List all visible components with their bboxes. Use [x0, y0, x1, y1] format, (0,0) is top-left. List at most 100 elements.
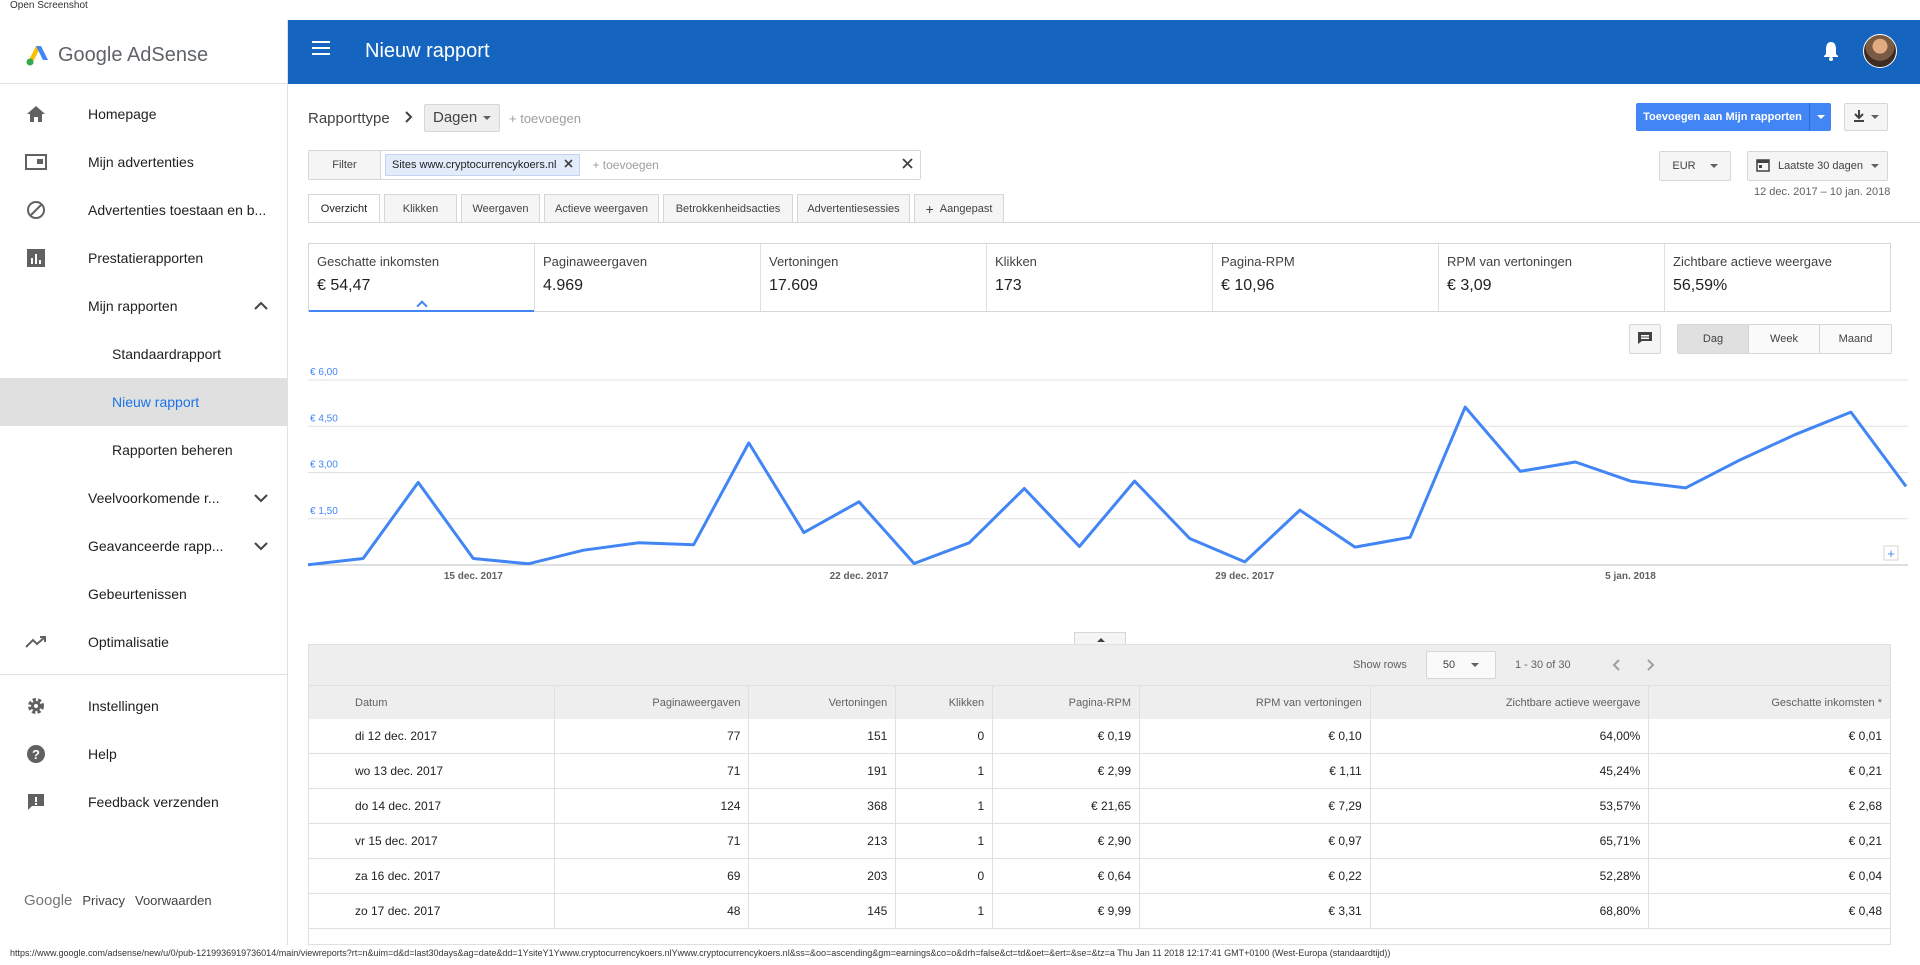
prev-page-icon[interactable]	[1602, 653, 1630, 677]
tab-advertentiesessies[interactable]: Advertentiesessies	[797, 194, 910, 222]
column-header-page-rpm[interactable]: Pagina-RPM	[993, 686, 1140, 719]
column-header-active-view-viewable[interactable]: Zichtbare actieve weergave	[1371, 686, 1650, 719]
sidebar-item-label: Mijn rapporten	[88, 298, 178, 314]
table-row: wo 13 dec. 2017 71 191 1 € 2,99 € 1,11 45,24% €…	[309, 754, 1890, 789]
cell-earnings: € 0,21	[1848, 834, 1883, 848]
cell-impression-rpm: € 1,11	[1140, 754, 1371, 788]
metric-card[interactable]: RPM van vertoningen € 3,09	[1439, 244, 1665, 311]
download-button[interactable]	[1844, 103, 1888, 131]
sidebar-item-performance-reports[interactable]: Prestatierapporten	[0, 234, 288, 282]
adsense-logo-icon	[24, 42, 50, 68]
metric-card[interactable]: Geschatte inkomsten € 54,47	[309, 244, 535, 312]
tab-betrokkenheidsacties[interactable]: Betrokkenheidsacties	[663, 194, 793, 222]
cell-page-rpm: € 9,99	[993, 894, 1140, 928]
bell-icon[interactable]	[1822, 40, 1840, 67]
metric-card[interactable]: Paginaweergaven 4.969	[535, 244, 761, 311]
tab-aangepast[interactable]: + Aangepast	[914, 194, 1004, 222]
caret-down-icon	[1871, 115, 1879, 119]
dimension-dropdown[interactable]: Dagen	[424, 104, 501, 132]
granularity-month[interactable]: Maand	[1820, 325, 1891, 353]
cell-earnings: € 2,68	[1848, 799, 1883, 813]
sidebar-item-settings[interactable]: Instellingen	[0, 682, 288, 730]
date-range-dropdown[interactable]: Laatste 30 dagen	[1747, 151, 1888, 181]
tab-klikken[interactable]: Klikken	[384, 194, 457, 222]
cell-impressions: 368	[749, 789, 897, 823]
currency-dropdown[interactable]: EUR	[1659, 151, 1731, 181]
chip-close-icon[interactable]	[564, 159, 574, 171]
cell-impressions: 203	[749, 859, 897, 893]
sidebar-item-label: Gebeurtenissen	[88, 586, 187, 602]
sidebar-item-new-report[interactable]: Nieuw rapport	[0, 378, 288, 426]
metric-label: Geschatte inkomsten	[317, 254, 440, 269]
footer-privacy-link[interactable]: Privacy	[82, 893, 125, 908]
rows-per-page-dropdown[interactable]: 50	[1426, 651, 1496, 679]
bar-chart-icon	[24, 246, 48, 270]
add-dimension-link[interactable]: + toevoegen	[509, 111, 581, 126]
sidebar-item-label: Nieuw rapport	[112, 394, 200, 410]
column-header-impressions[interactable]: Vertoningen	[749, 686, 897, 719]
metric-card[interactable]: Pagina-RPM € 10,96	[1213, 244, 1439, 311]
sidebar-item-label: Mijn advertenties	[88, 154, 194, 170]
tab-weergaven[interactable]: Weergaven	[461, 194, 540, 222]
sidebar-item-optimization[interactable]: Optimalisatie	[0, 618, 288, 666]
sidebar-item-manage-reports[interactable]: Rapporten beheren	[0, 426, 288, 474]
avatar[interactable]	[1863, 34, 1897, 68]
home-icon	[24, 102, 48, 126]
sidebar-item-my-reports[interactable]: Mijn rapporten	[0, 282, 288, 330]
filter-bar: Filter Sites www.cryptocurrencykoers.nl …	[308, 150, 921, 180]
currency-value: EUR	[1672, 160, 1696, 172]
add-to-reports-dropdown-icon[interactable]	[1809, 103, 1831, 131]
tab-overzicht[interactable]: Overzicht	[308, 194, 380, 223]
sidebar-item-label: Advertenties toestaan en b...	[88, 202, 267, 218]
column-header-impression-rpm[interactable]: RPM van vertoningen	[1140, 686, 1371, 719]
download-icon	[1853, 109, 1865, 126]
cell-viewable: 65,71%	[1371, 824, 1650, 858]
metric-card[interactable]: Zichtbare actieve weergave 56,59%	[1665, 244, 1890, 311]
sidebar-item-allow-block-ads[interactable]: Advertenties toestaan en b...	[0, 186, 288, 234]
next-page-icon[interactable]	[1637, 653, 1665, 677]
column-header-estimated-earnings[interactable]: Geschatte inkomsten *	[1771, 696, 1883, 709]
column-header-clicks[interactable]: Klikken	[896, 686, 994, 719]
filter-button[interactable]: Filter	[309, 151, 381, 179]
sidebar-item-label: Instellingen	[88, 698, 159, 714]
sidebar-item-events[interactable]: Gebeurtenissen	[0, 570, 288, 618]
metric-card[interactable]: Vertoningen 17.609	[761, 244, 987, 311]
granularity-week[interactable]: Week	[1749, 325, 1820, 353]
cell-pageviews: 69	[555, 859, 750, 893]
filter-chip[interactable]: Sites www.cryptocurrencykoers.nl	[385, 154, 581, 176]
x-tick-label: 5 jan. 2018	[1605, 571, 1656, 582]
sidebar-item-advanced-reports[interactable]: Geavanceerde rapp...	[0, 522, 288, 570]
sidebar-item-help[interactable]: ? Help	[0, 730, 288, 778]
plus-icon: +	[1887, 546, 1895, 561]
table-row: vr 15 dec. 2017 71 213 1 € 2,90 € 0,97 65,71% €…	[309, 824, 1890, 859]
collapse-chart-button[interactable]	[1074, 632, 1126, 644]
breadcrumb-chevron-icon	[405, 110, 413, 128]
sidebar-item-common-reports[interactable]: Veelvoorkomende r...	[0, 474, 288, 522]
column-header-pageviews[interactable]: Paginaweergaven	[555, 686, 750, 719]
caret-up-icon	[1097, 638, 1105, 642]
adsense-logo[interactable]: Google AdSense	[24, 40, 208, 70]
tab-divider	[308, 222, 1920, 223]
tab-actieve-weergaven[interactable]: Actieve weergaven	[544, 194, 659, 222]
cell-viewable: 64,00%	[1371, 719, 1650, 753]
annotation-button[interactable]	[1629, 324, 1661, 354]
metric-label: Paginaweergaven	[543, 254, 648, 269]
column-header-date[interactable]: Datum	[309, 686, 555, 719]
filter-add-input[interactable]: + toevoegen	[592, 158, 659, 172]
sidebar-item-homepage[interactable]: Homepage	[0, 90, 288, 138]
date-range-label: Laatste 30 dagen	[1777, 160, 1864, 172]
footer-terms-link[interactable]: Voorwaarden	[135, 893, 212, 908]
feedback-icon	[24, 790, 48, 814]
metric-card[interactable]: Klikken 173	[987, 244, 1213, 311]
add-to-my-reports-button[interactable]: Toevoegen aan Mijn rapporten	[1636, 103, 1831, 131]
hamburger-menu-icon[interactable]	[312, 40, 336, 64]
cell-impression-rpm: € 0,10	[1140, 719, 1371, 753]
sidebar-item-label: Homepage	[88, 106, 157, 122]
clear-filter-icon[interactable]	[902, 156, 913, 174]
granularity-day[interactable]: Dag	[1678, 325, 1749, 353]
metric-value: 17.609	[769, 277, 818, 294]
report-table: Show rows 50 1 - 30 of 30 Datum Paginawe…	[308, 644, 1891, 945]
sidebar-item-standard-report[interactable]: Standaardrapport	[0, 330, 288, 378]
sidebar-item-my-ads[interactable]: Mijn advertenties	[0, 138, 288, 186]
sidebar-item-feedback[interactable]: Feedback verzenden	[0, 778, 288, 826]
